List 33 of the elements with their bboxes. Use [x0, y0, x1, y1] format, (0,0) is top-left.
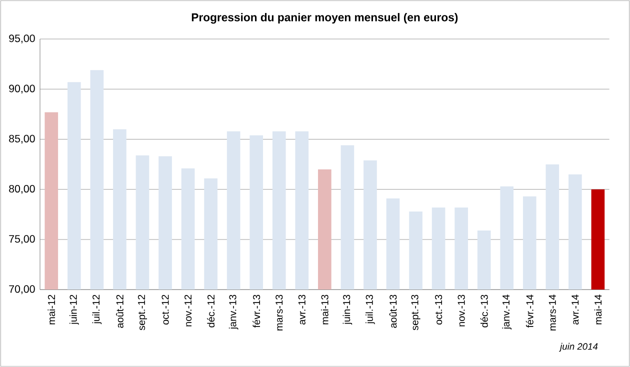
x-tick-label: mai-13 [321, 294, 328, 324]
x-tick-label: févr.-14 [526, 294, 534, 328]
y-tick-label: 95,00 [9, 34, 35, 44]
x-tick-label: juin-13 [342, 294, 352, 325]
x-tick-label: janv.-14 [502, 294, 512, 330]
x-tick-label: sept.-13 [411, 294, 420, 330]
x-tick-label: mars-13 [276, 294, 283, 330]
text: juin 2014 [559, 342, 598, 352]
x-tick-label: juil.-13 [366, 294, 375, 324]
y-tick-label: 75,00 [9, 235, 35, 244]
x-tick-label: sept.-12 [138, 294, 148, 330]
x-tick-label: déc.-12 [207, 294, 215, 328]
x-tick-label: oct.-12 [162, 294, 169, 325]
x-tick-label: mai-14 [594, 294, 602, 324]
x-tick-label: avr.-13 [298, 294, 306, 325]
x-tick-label: nov.-13 [458, 294, 465, 326]
x-tick-label: oct.-13 [435, 294, 442, 325]
x-tick-label: août-13 [389, 294, 397, 328]
y-tick-label: 85,00 [9, 134, 35, 144]
chart-title: Progression du panier moyen mensuel (en euros) [192, 12, 458, 24]
x-tick-label: avr.-14 [572, 294, 579, 325]
x-tick-label: déc.-13 [480, 294, 488, 328]
x-tick-label: août-12 [116, 294, 124, 328]
x-tick-label: janv.-13 [228, 294, 238, 330]
y-tick-label: 80,00 [9, 184, 35, 194]
x-tick-label: juin-12 [70, 294, 79, 325]
x-tick-label: mars-14 [548, 294, 556, 330]
x-tick-label: mai-12 [48, 294, 56, 324]
y-tick-label: 70,00 [9, 285, 35, 294]
y-tick-label: 90,00 [9, 84, 35, 94]
x-tick-label: févr.-13 [252, 294, 260, 328]
x-tick-label: juil.-12 [92, 294, 102, 324]
x-tick-label: nov.-12 [184, 294, 192, 326]
